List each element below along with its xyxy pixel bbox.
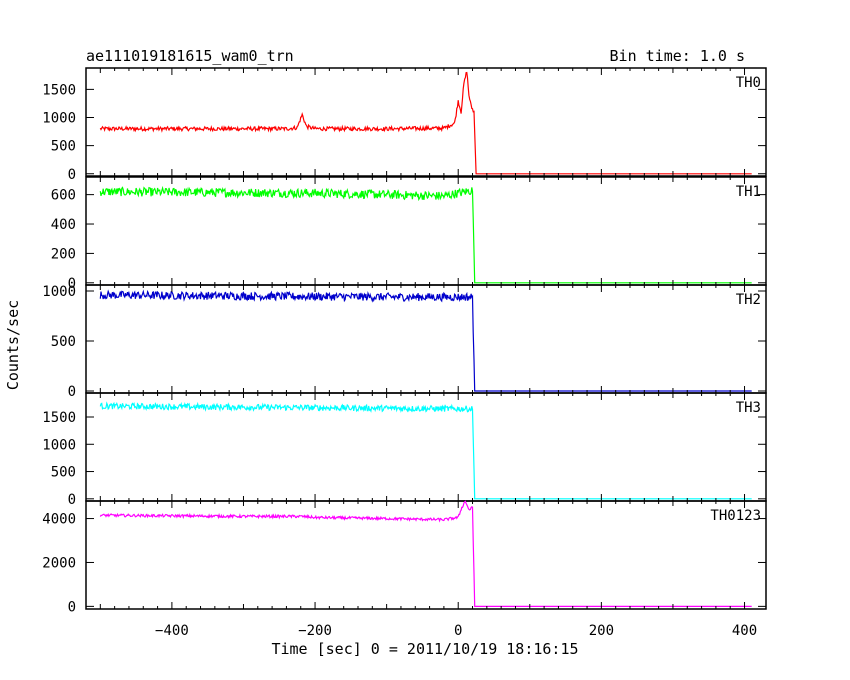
x-tick-label: 200 — [589, 623, 614, 639]
y-tick-label: 2000 — [42, 555, 76, 571]
panel-frame — [85, 67, 767, 177]
x-tick-label: 0 — [454, 623, 462, 639]
bin-time-label: Bin time: 1.0 s — [610, 47, 745, 65]
series-label-th0123: TH0123 — [710, 508, 761, 524]
series-line-th0123 — [99, 500, 752, 608]
y-tick-label: 0 — [68, 492, 76, 508]
series-line-th2 — [99, 289, 752, 392]
chart-title: ae111019181615_wam0_trn — [86, 47, 294, 65]
panel-th3: TH3 0 500 1000 1500 — [42, 392, 767, 508]
y-tick-label: 0 — [68, 276, 76, 292]
panel-th2: TH2 0 500 1000 — [42, 284, 767, 400]
y-tick-label: 1500 — [42, 410, 76, 426]
panel-frame — [85, 284, 767, 394]
x-tick-label: 400 — [732, 623, 757, 639]
y-tick-label: 1000 — [42, 111, 76, 127]
series-label-th3: TH3 — [736, 400, 761, 416]
series-label-th1: TH1 — [736, 184, 761, 200]
y-tick-label: 200 — [51, 246, 76, 262]
y-tick-label: 0 — [68, 167, 76, 183]
y-tick-label: 400 — [51, 217, 76, 233]
y-tick-label: 0 — [68, 599, 76, 615]
series-label-th0: TH0 — [736, 75, 761, 91]
y-tick-label: 0 — [68, 384, 76, 400]
x-tick-label: −400 — [155, 623, 189, 639]
y-tick-label: 600 — [51, 188, 76, 204]
x-axis-label: Time [sec] 0 = 2011/10/19 18:16:15 — [271, 640, 578, 658]
panel-th1: TH1 0 200 400 600 — [51, 176, 767, 292]
x-tick-labels: −400 −200 0 200 400 — [155, 623, 757, 639]
panel-th0: TH0 0 500 1000 1500 — [42, 67, 767, 183]
y-tick-label: 500 — [51, 334, 76, 350]
panels-group: TH0050010001500TH10200400600TH205001000T… — [42, 67, 767, 639]
series-line-th3 — [99, 401, 752, 500]
y-tick-label: 500 — [51, 139, 76, 155]
x-tick-label: −200 — [298, 623, 332, 639]
y-tick-label: 1000 — [42, 437, 76, 453]
panel-th0123: TH0123 0 2000 4000 — [42, 500, 767, 615]
y-tick-label: 1500 — [42, 82, 76, 98]
series-label-th2: TH2 — [736, 292, 761, 308]
y-tick-label: 4000 — [42, 512, 76, 528]
series-line-th1 — [99, 185, 752, 284]
y-tick-label: 1000 — [42, 284, 76, 300]
y-axis-label: Counts/sec — [4, 300, 22, 390]
series-line-th0 — [99, 71, 752, 175]
y-tick-label: 500 — [51, 465, 76, 481]
panel-frame — [85, 500, 767, 610]
